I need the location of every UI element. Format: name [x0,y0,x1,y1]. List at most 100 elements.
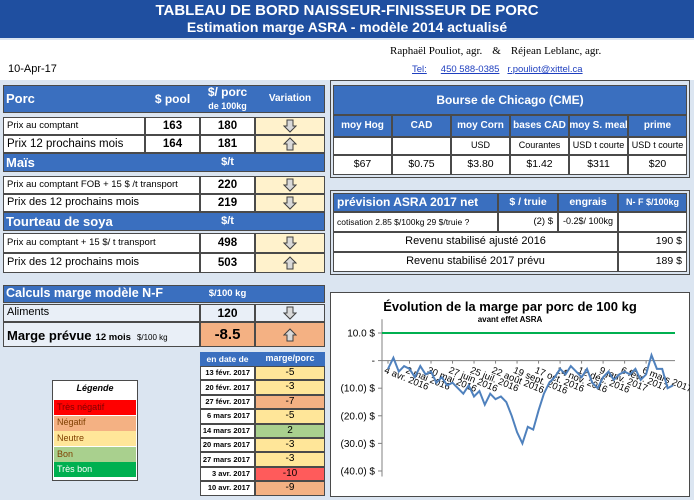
col-header: moy Hog [333,115,392,137]
chicago-title: Bourse de Chicago (CME) [333,85,687,115]
col-header: Variation [268,92,312,104]
col-header: marge/porc [255,352,325,366]
row-label: Prix au comptant + 15 $/ t transport [3,233,200,253]
value: $0.75 [392,155,451,175]
legend-item: Bon [54,446,136,462]
row-label: Prix des 12 prochains mois [3,253,200,273]
soya-header [3,212,325,231]
title-bar [0,0,694,38]
legend-item: Négatif [54,415,136,431]
row-label: Revenu stabilisé 2017 prévu [333,252,618,272]
value: 164 [145,135,200,153]
value: 190 $ [618,232,687,252]
unit: USD t courte [628,137,687,155]
row-label: Prix des 12 prochains mois [3,194,200,212]
col-header: $ pool [154,91,191,106]
text: Marge prévue [7,328,92,343]
text: $/100 kg [136,333,168,342]
col-header: de 100kg [208,100,247,111]
history-value: -10 [255,466,325,482]
arrow-shape [283,256,297,270]
arrow-up [283,137,297,151]
y-tick-label: - [372,356,375,367]
value: 219 [200,194,255,212]
col-header: moy Corn [451,115,510,137]
row-label: Aliments [3,304,200,322]
row-label: cotisation 2.85 $/100kg 29 $/truie ? [333,212,498,232]
value: $3.80 [451,155,510,175]
col-header: en date de [200,352,255,366]
mais-title: Maïs [6,154,35,170]
legend-item: Très bon [54,462,136,478]
text: 450 588-0385 [440,64,500,76]
value: 120 [200,304,255,322]
history-date: 14 mars 2017 [200,423,255,438]
variation-cell [255,304,325,322]
text: & [492,45,501,58]
arrow-down [283,236,297,250]
row-label: Prix au comptant [3,117,145,135]
text: Réjean Leblanc, agr. [510,45,602,58]
history-date: 27 mars 2017 [200,452,255,467]
y-tick-label: 10.0 $ [347,328,375,339]
legend-title: Légende [76,383,114,394]
history-value: -7 [255,394,325,410]
y-tick-label: (40.0) $ [341,466,376,477]
chart-title: Évolution de la marge par porc de 100 kg [383,299,637,314]
history-value: -3 [255,438,325,453]
value: $67 [333,155,392,175]
variation-cell [255,253,325,273]
value: 503 [200,253,255,273]
variation-cell [255,135,325,153]
history-date: 20 mars 2017 [200,438,255,453]
arrow-down [283,196,297,210]
porc-header [3,85,325,113]
legend-item: Neutre [54,431,136,447]
value: -0.2$/ 100kg [558,212,618,232]
authors: Raphaël Pouliot, agr. & Réjean Leblanc, ag… [390,45,690,59]
chart-panel [330,292,690,497]
empty-cell [618,212,687,232]
history-date: 27 févr. 2017 [200,394,255,410]
soya-title: Tourteau de soya [6,213,113,229]
subtitle: Estimation marge ASRA - modèle 2014 actu… [186,19,508,36]
calculs-title: Calculs marge modèle N-F [6,286,163,301]
history-value: -3 [255,380,325,395]
text: Raphaël Pouliot, agr. [390,45,483,58]
value: 498 [200,233,255,253]
col-header: $/100 kg [208,288,247,300]
variation-cell [255,176,325,194]
variation-cell [255,194,325,212]
history-value: -5 [255,366,325,381]
value: 181 [200,135,255,153]
chart: Évolution de la marge par porc de 100 kg… [330,292,690,497]
text: Tel: [412,64,427,76]
unit: USD [451,137,510,155]
unit [333,137,392,155]
col-header: prime [628,115,687,137]
history-value: -9 [255,481,325,496]
value: $20 [628,155,687,175]
history-value: -5 [255,409,325,424]
history-date: 13 févr. 2017 [200,366,255,381]
arrow-shape [283,327,297,341]
history-value: 2 [255,423,325,438]
prevision-title: prévision ASRA 2017 net [333,193,498,212]
calculs-header [3,285,325,303]
value: 189 $ [618,252,687,272]
row-label: Revenu stabilisé ajusté 2016 [333,232,618,252]
col-header: bases CAD [510,115,569,137]
y-tick-label: (30.0) $ [341,439,376,450]
variation-cell [255,322,325,347]
row-label: Prix au comptant FOB + 15 $ /t transport [3,176,200,194]
value: $311 [569,155,628,175]
arrow-down [283,119,297,133]
col-header: CAD [392,115,451,137]
history-date: 10 avr. 2017 [200,481,255,496]
arrow-shape [283,306,297,320]
history-date: 20 févr. 2017 [200,380,255,395]
col-header: N- F $/100kg [618,193,687,212]
porc-title: Porc [6,91,35,107]
arrow-shape [283,236,297,250]
text: r.pouliot@xittel.ca [507,64,583,76]
